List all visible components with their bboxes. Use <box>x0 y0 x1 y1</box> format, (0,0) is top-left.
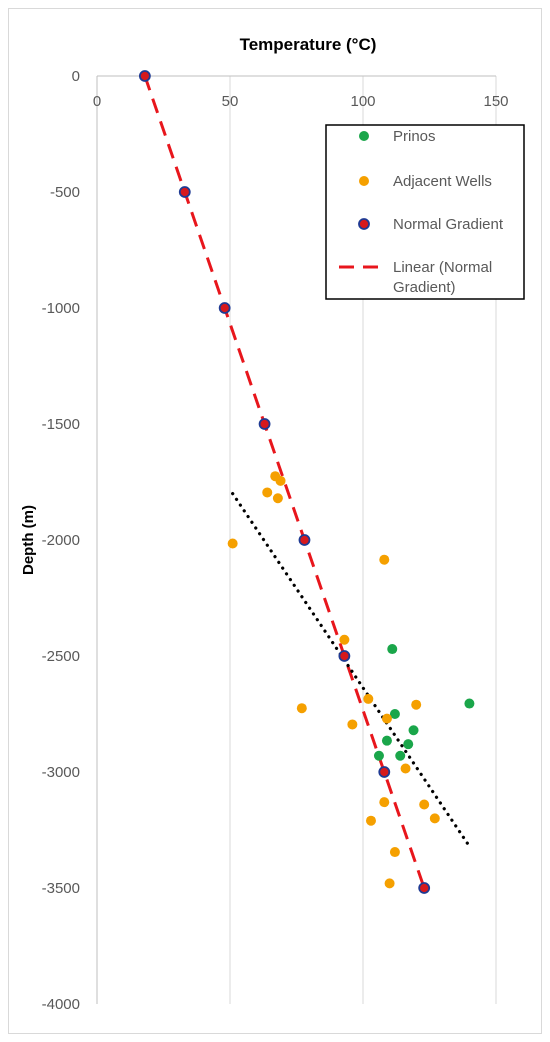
point-adjacent-wells <box>384 878 395 889</box>
legend-label-prinos: Prinos <box>393 128 436 145</box>
y-tick-label: -500 <box>50 184 80 201</box>
point-normal-gradient <box>178 186 191 198</box>
legend-box <box>325 124 525 300</box>
point-prinos <box>389 709 400 719</box>
y-tick-label: -3000 <box>42 764 80 781</box>
legend: Prinos Adjacent Wells Normal Gradient Linea… <box>325 124 525 300</box>
legend-label-line: Gradient) <box>393 279 456 296</box>
point-normal-gradient <box>338 650 351 662</box>
point-prinos <box>373 750 384 761</box>
trendline-dotted <box>231 492 471 848</box>
point-prinos <box>381 735 392 746</box>
legend-label-normal-gradient: Normal Gradient <box>393 216 504 233</box>
point-normal-gradient <box>418 882 431 894</box>
point-adjacent-wells <box>272 493 283 504</box>
y-tick-label: 0 <box>72 68 80 85</box>
point-adjacent-wells <box>262 487 273 498</box>
point-prinos <box>403 739 414 750</box>
legend-marker-prinos <box>359 131 369 141</box>
point-adjacent-wells <box>227 538 238 549</box>
point-adjacent-wells <box>379 554 390 565</box>
point-prinos <box>395 750 406 761</box>
point-adjacent-wells <box>339 634 350 645</box>
axes <box>96 75 496 1004</box>
point-adjacent-wells <box>400 763 411 774</box>
legend-marker-normal-gradient <box>358 218 370 230</box>
data-points <box>138 70 475 894</box>
point-adjacent-wells <box>419 799 430 810</box>
chart-frame <box>8 8 542 1034</box>
point-adjacent-wells <box>381 713 392 724</box>
point-adjacent-wells <box>347 719 358 730</box>
y-axis-title: Depth (m) <box>20 505 37 575</box>
x-tick-label: 150 <box>483 93 508 110</box>
point-normal-gradient <box>218 302 231 314</box>
chart-title: Temperature (°C) <box>240 35 377 54</box>
y-tick-label: -4000 <box>42 996 80 1013</box>
point-prinos <box>387 644 398 655</box>
point-prinos <box>464 698 475 709</box>
x-tick-label: 100 <box>350 93 375 110</box>
point-adjacent-wells <box>379 797 390 808</box>
point-adjacent-wells <box>389 847 400 858</box>
tick-labels: 0 50 100 150 0 -500 -1000 -1500 -2000 -2500 -3000 -… <box>42 68 509 1013</box>
trendlines <box>143 75 471 889</box>
y-tick-label: -3500 <box>42 880 80 897</box>
y-tick-label: -1000 <box>42 300 80 317</box>
legend-label-adjacent-wells: Adjacent Wells <box>393 173 492 190</box>
x-tick-label: 0 <box>93 93 101 110</box>
point-adjacent-wells <box>275 475 286 486</box>
point-adjacent-wells <box>429 813 440 824</box>
point-adjacent-wells <box>363 693 374 704</box>
legend-marker-adjacent-wells <box>359 176 369 186</box>
point-adjacent-wells <box>365 815 376 826</box>
point-prinos <box>408 725 419 736</box>
legend-label-line: Linear (Normal <box>393 259 492 276</box>
y-tick-label: -1500 <box>42 416 80 433</box>
point-adjacent-wells <box>411 699 422 710</box>
point-normal-gradient <box>378 766 391 778</box>
y-tick-label: -2500 <box>42 648 80 665</box>
point-normal-gradient <box>258 418 271 430</box>
point-normal-gradient <box>138 70 151 82</box>
legend-label-linear: Linear (Normal Gradient) <box>393 259 492 296</box>
point-normal-gradient <box>298 534 311 546</box>
x-tick-label: 50 <box>222 93 239 110</box>
point-adjacent-wells <box>296 703 307 714</box>
y-tick-label: -2000 <box>42 532 80 549</box>
